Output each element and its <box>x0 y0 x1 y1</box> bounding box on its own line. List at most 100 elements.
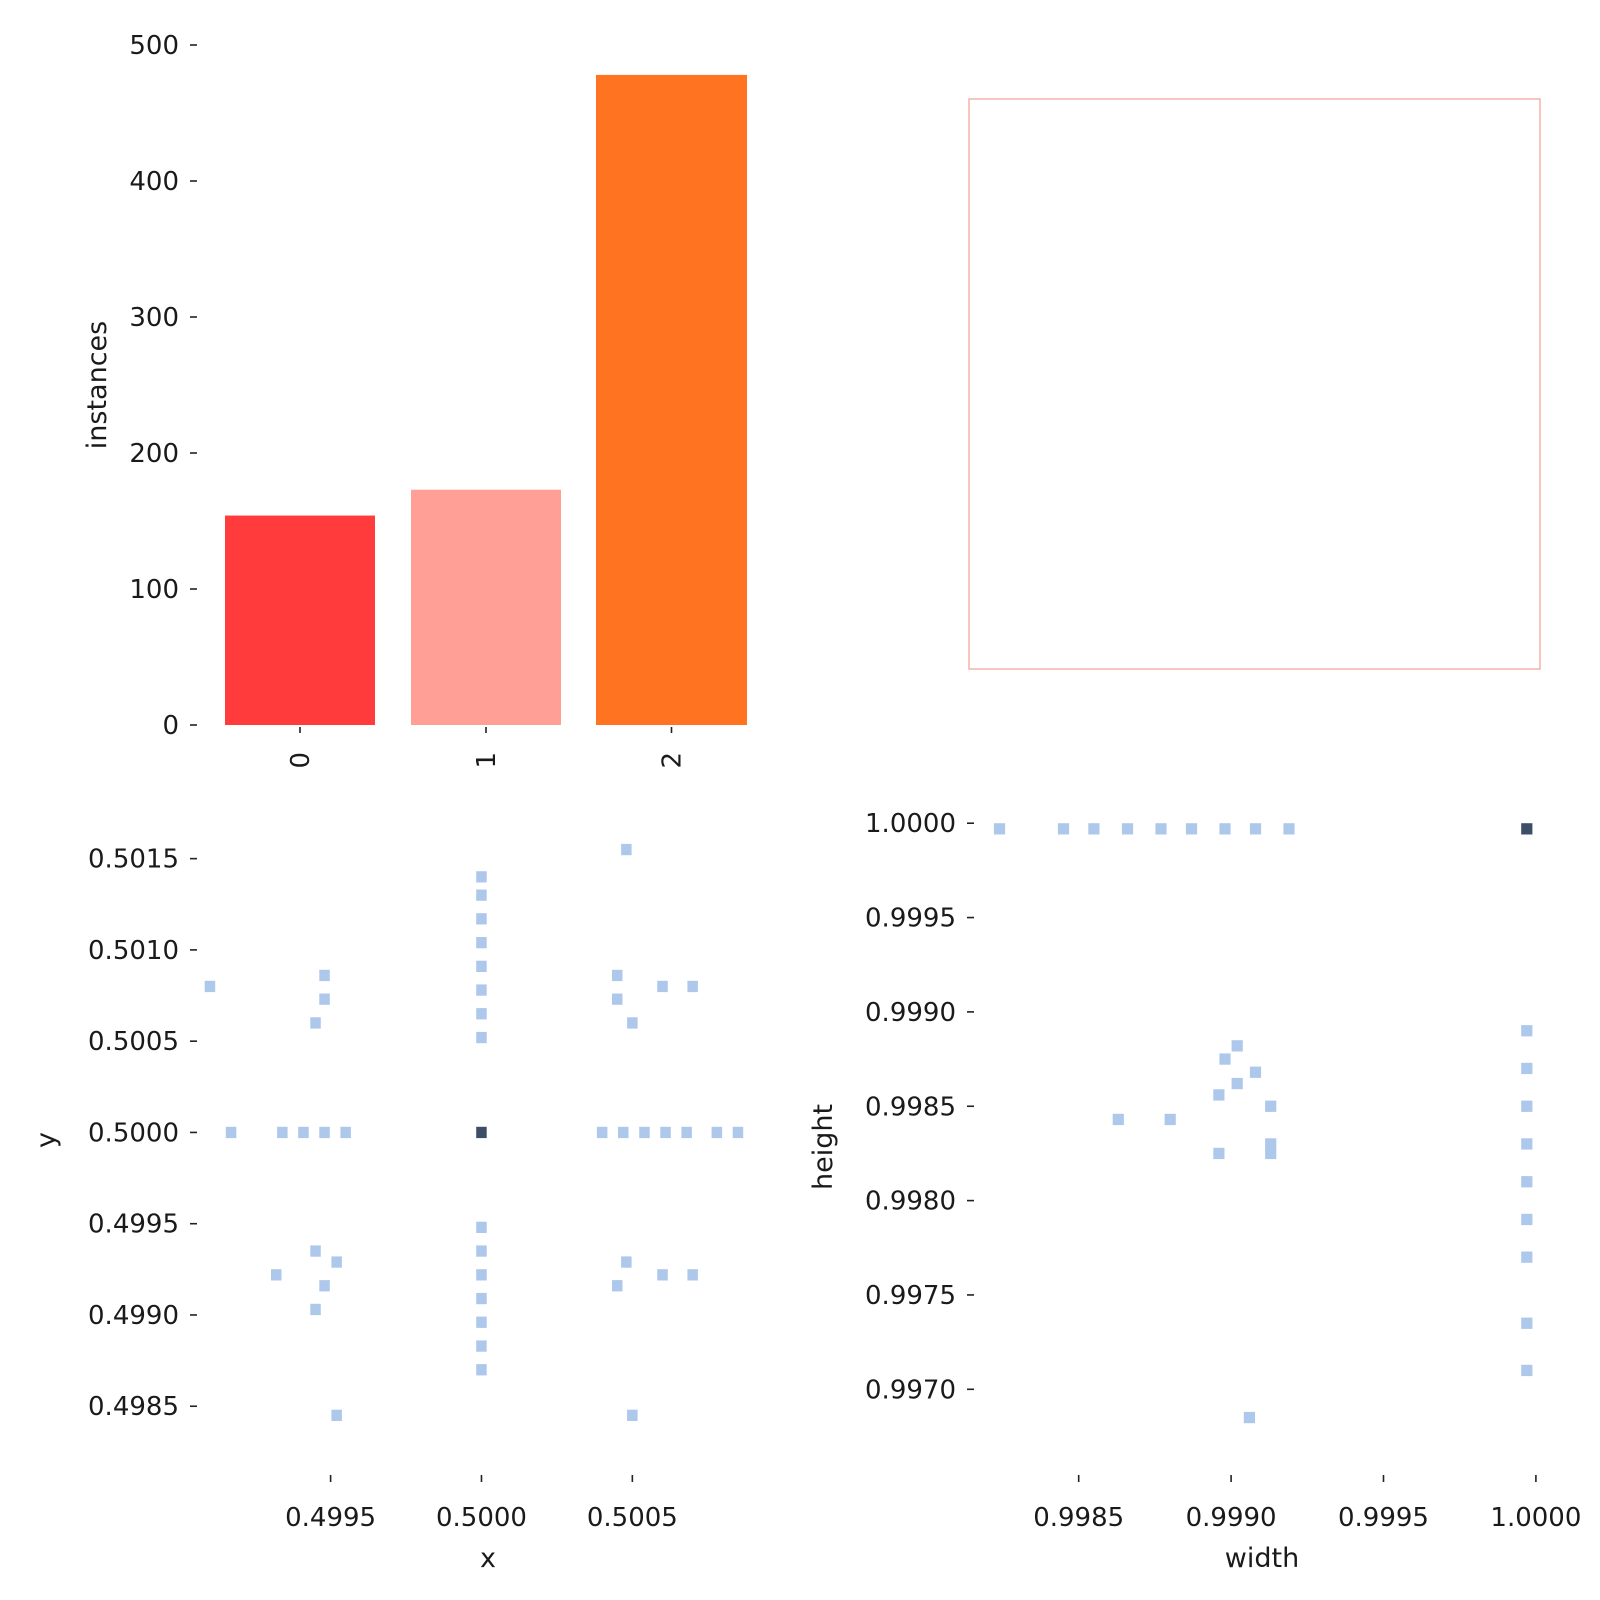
heatmap-cell <box>476 1364 487 1376</box>
heatmap-cell <box>1112 1113 1124 1126</box>
bar-1 <box>411 489 561 725</box>
heatmap-cell <box>1231 1077 1243 1090</box>
heatmap-cell <box>596 1126 608 1139</box>
heatmap-cell <box>660 1126 671 1139</box>
heatmap-cell <box>1521 1176 1533 1188</box>
heatmap-cell <box>331 1409 342 1421</box>
heatmap-cell <box>1219 823 1231 835</box>
x-tick-label-0: 0 <box>286 752 316 769</box>
heatmap-cell <box>476 1221 487 1233</box>
heatmap-cell <box>711 1126 723 1139</box>
x-tick-label: 0.9990 <box>1186 1503 1277 1533</box>
bar-2 <box>596 74 747 726</box>
heatmap-cell <box>681 1126 692 1139</box>
x-tick-label: 0.9985 <box>1033 1503 1124 1533</box>
heatmap-cell <box>476 1008 487 1020</box>
heatmap-cell <box>687 1269 698 1281</box>
heatmap-cell <box>687 980 698 993</box>
heatmap-cell <box>310 1303 321 1316</box>
heatmap-cell <box>1185 823 1198 835</box>
y-tick-label: 0.9995 <box>865 904 956 934</box>
heatmap-cell <box>1521 1138 1533 1150</box>
heatmap-cell <box>732 1126 744 1139</box>
heatmap-cell <box>612 969 623 982</box>
heatmap-cell <box>340 1126 351 1139</box>
heatmap-cell <box>1521 1025 1533 1037</box>
heatmap-cell <box>1249 1066 1262 1078</box>
heatmap-cell <box>476 889 487 901</box>
x-tick-label: 0.5005 <box>587 1503 678 1533</box>
x-tick-label: 0.9995 <box>1338 1503 1429 1533</box>
y-tick-label: 100 <box>129 575 179 605</box>
heatmap-cell <box>310 1017 321 1029</box>
heatmap-cell <box>310 1245 321 1257</box>
y-tick-label: 500 <box>129 31 179 61</box>
heatmap-cell <box>1283 823 1295 835</box>
heatmap-cell <box>298 1126 309 1139</box>
y-axis-title: y <box>31 1132 62 1148</box>
heatmap-cell <box>1088 823 1100 835</box>
y-axis-title: instances <box>82 321 113 449</box>
heatmap-cell <box>476 1245 487 1257</box>
heatmap-cell <box>621 843 632 856</box>
y-tick-label: 0.4990 <box>88 1301 179 1331</box>
y-tick-label: 0.9985 <box>865 1092 956 1122</box>
heatmap-cell <box>476 1292 487 1305</box>
heatmap-cell <box>319 1126 330 1139</box>
heatmap-cell <box>1231 1040 1243 1052</box>
y-tick-label: 0 <box>162 711 179 741</box>
y-tick-label: 0.5005 <box>88 1027 179 1057</box>
y-tick-label: 0.4985 <box>88 1392 179 1422</box>
x-tick-label-1: 1 <box>472 752 502 769</box>
heatmap-cell <box>277 1126 288 1139</box>
heatmap-x-y: 0.4995 0.5000 0.5005 0.4985 0.4990 0.4995 0.50… <box>31 843 744 1574</box>
heatmap-cell <box>1243 1411 1255 1424</box>
heatmap-cell <box>657 980 668 993</box>
heatmap-cell <box>1213 1089 1225 1101</box>
heatmap-peak-cell <box>1521 823 1533 835</box>
heatmap-cell <box>476 960 487 972</box>
heatmap-cell <box>476 1031 487 1044</box>
y-tick-label: 0.5010 <box>88 936 179 966</box>
heatmap-cell <box>476 984 487 996</box>
heatmap-cell <box>621 1256 632 1268</box>
heatmap-cell <box>1164 1113 1176 1126</box>
heatmap-cell <box>1521 1364 1533 1377</box>
y-axis-title: height <box>808 1104 839 1190</box>
y-tick-label: 1.0000 <box>865 809 956 839</box>
heatmap-peak-cell <box>476 1126 487 1139</box>
heatmap-cell <box>476 937 487 949</box>
heatmap-cell <box>1521 1100 1533 1112</box>
heatmap-cell <box>319 969 330 982</box>
y-tick-label: 0.5015 <box>88 845 179 875</box>
y-tick-label: 400 <box>129 167 179 197</box>
heatmap-cell <box>1219 1053 1231 1065</box>
heatmap-cell <box>1521 1251 1533 1263</box>
x-tick-label: 0.4995 <box>285 1503 376 1533</box>
x-axis-title: width <box>1225 1543 1299 1574</box>
bar-chart-instances: 0 1 2 0 100 200 300 400 500 instances <box>82 31 747 769</box>
heatmap-cell <box>1249 823 1262 835</box>
y-tick-label: 0.9975 <box>865 1281 956 1311</box>
heatmap-cell <box>612 1280 623 1292</box>
heatmap-cell <box>993 823 1006 835</box>
heatmap-cell <box>627 1017 638 1029</box>
y-tick-label: 200 <box>129 439 179 469</box>
heatmap-cell <box>1265 1100 1277 1112</box>
y-tick-label: 0.9970 <box>865 1375 956 1405</box>
y-tick-label: 300 <box>129 303 179 333</box>
heatmap-cell <box>1057 823 1070 835</box>
x-tick-label: 0.5000 <box>436 1503 527 1533</box>
heatmap-cell <box>476 1316 487 1328</box>
bar-0 <box>225 515 375 725</box>
y-tick-label: 0.4995 <box>88 1210 179 1240</box>
heatmap-cell <box>1521 1213 1533 1226</box>
heatmap-cell <box>204 980 216 993</box>
y-tick-label: 0.5000 <box>88 1118 179 1148</box>
heatmap-cell <box>627 1409 638 1421</box>
heatmap-cell <box>657 1269 668 1281</box>
heatmap-cell <box>476 1340 487 1352</box>
x-tick-label: 1.0000 <box>1490 1503 1581 1533</box>
heatmap-cell <box>319 1280 330 1292</box>
heatmap-cell <box>225 1126 237 1139</box>
